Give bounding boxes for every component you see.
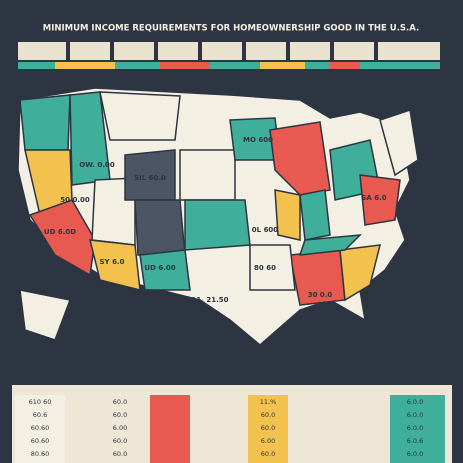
- table-cell: 60.0: [113, 398, 127, 406]
- table-cell: 80.60: [31, 450, 50, 458]
- table-cell: 11.%: [260, 398, 277, 406]
- table-cell: 6.00: [261, 437, 275, 445]
- table-colors: [15, 395, 445, 463]
- state-label: 0L 600: [252, 226, 279, 234]
- header-strips: [18, 42, 440, 69]
- table-cell: 60.0: [261, 450, 275, 458]
- state-label: 50 0.00: [60, 196, 90, 204]
- state-label: 30 0.0: [308, 291, 333, 299]
- table-cell: 6.0.0: [407, 398, 424, 406]
- table-cell: 60.60: [31, 424, 50, 432]
- state-label: SA 6.0: [361, 194, 386, 202]
- state-label: 11. 21.50: [192, 296, 229, 304]
- table-cell: 6.0.0: [407, 450, 424, 458]
- table-cell: 60.0: [113, 450, 127, 458]
- state-label: 80 60: [254, 264, 276, 272]
- table-cell: 60.6: [33, 411, 47, 419]
- table-cell: 6.0.6: [407, 437, 424, 445]
- table-cell: 60.0: [113, 411, 127, 419]
- table-panel: [12, 385, 452, 463]
- state-label: SIL 60.0: [134, 174, 166, 182]
- state-label: UD 6.0D: [44, 228, 76, 236]
- title: MINIMUM INCOME REQUIREMENTS FOR HOMEOWNE…: [43, 24, 420, 34]
- table-cell: 60.0: [113, 437, 127, 445]
- state-label: MO 600: [243, 136, 273, 144]
- state-label: UD 6.00: [144, 264, 175, 272]
- table-cell: 60.0: [261, 424, 275, 432]
- us-map: [17, 87, 419, 346]
- table-cell: 6.0.0: [407, 424, 424, 432]
- state-label: SY 6.0: [100, 258, 125, 266]
- table-cell: 6.00: [113, 424, 127, 432]
- table-cell: 60.0: [261, 411, 275, 419]
- table-cell: 60.60: [31, 437, 50, 445]
- table-cell: 610 60: [29, 398, 52, 406]
- state-label: OW. 0.00: [79, 161, 115, 169]
- table-cell: 6.0.0: [407, 411, 424, 419]
